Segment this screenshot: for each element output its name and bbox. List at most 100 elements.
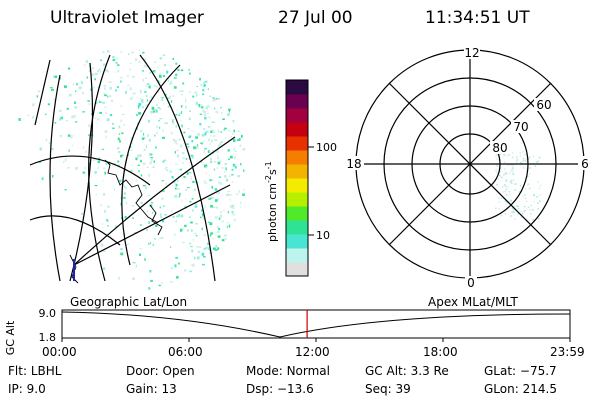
polar-speckle xyxy=(510,169,513,172)
polar-speckle xyxy=(538,156,541,159)
speckle xyxy=(129,145,132,149)
speckle xyxy=(204,148,207,150)
speckle xyxy=(155,109,158,113)
colorbar-swatch xyxy=(286,178,308,193)
speckle xyxy=(138,103,142,106)
info-flt: Flt: LBHL xyxy=(8,364,62,378)
speckle xyxy=(193,148,197,150)
speckle xyxy=(201,227,203,231)
speckle xyxy=(190,154,193,157)
polar-speckle xyxy=(518,190,521,193)
speckle xyxy=(206,164,208,167)
speckle xyxy=(189,270,193,273)
speckle xyxy=(64,189,67,191)
speckle xyxy=(141,70,144,72)
speckle xyxy=(228,110,230,113)
speckle xyxy=(213,131,215,134)
speckle xyxy=(74,106,78,109)
speckle xyxy=(178,195,180,198)
polar-speckle xyxy=(504,190,506,193)
speckle xyxy=(228,108,231,111)
speckle xyxy=(171,176,174,179)
speckle xyxy=(87,134,90,136)
polar-speckle xyxy=(517,213,519,215)
speckle xyxy=(95,194,97,196)
speckle xyxy=(164,214,167,216)
speckle xyxy=(210,161,212,163)
speckle xyxy=(214,111,218,113)
speckle xyxy=(103,250,106,253)
speckle xyxy=(175,125,178,128)
timeline-x-tick-0600: 06:00 xyxy=(168,345,203,359)
speckle xyxy=(186,143,189,145)
speckle xyxy=(217,228,221,231)
speckle xyxy=(232,148,236,150)
speckle xyxy=(191,229,193,232)
polar-speckle xyxy=(496,172,498,174)
speckle xyxy=(172,120,174,123)
speckle xyxy=(178,262,180,265)
timeline-x-tick-1800: 18:00 xyxy=(423,345,458,359)
speckle xyxy=(192,239,195,241)
speckle xyxy=(135,157,138,161)
speckle xyxy=(103,92,105,94)
speckle xyxy=(81,213,83,215)
polar-speckle xyxy=(507,186,509,188)
speckle xyxy=(183,176,186,179)
polar-speckle xyxy=(529,173,531,175)
speckle xyxy=(68,93,72,97)
instrument-title: Ultraviolet Imager xyxy=(50,8,204,28)
speckle xyxy=(125,186,127,190)
speckle xyxy=(180,90,184,93)
speckle xyxy=(82,92,84,95)
speckle xyxy=(196,147,199,149)
polar-speckle xyxy=(516,158,519,161)
speckle xyxy=(89,70,91,72)
speckle xyxy=(231,181,233,183)
speckle xyxy=(163,205,166,207)
speckle xyxy=(240,163,242,166)
speckle xyxy=(103,267,106,270)
lat-label-60: 60 xyxy=(536,98,551,112)
speckle xyxy=(84,167,87,169)
speckle xyxy=(193,181,196,183)
speckle xyxy=(125,91,127,94)
polar-speckle xyxy=(527,184,529,186)
speckle xyxy=(172,122,175,125)
speckle xyxy=(158,81,160,84)
speckle xyxy=(123,196,126,199)
speckle xyxy=(92,87,95,89)
speckle xyxy=(232,119,235,123)
speckle xyxy=(225,178,229,182)
speckle xyxy=(140,174,143,177)
speckle xyxy=(195,136,198,139)
speckle xyxy=(139,89,142,93)
speckle xyxy=(163,159,167,162)
speckle xyxy=(212,121,216,123)
coastline xyxy=(69,159,163,284)
speckle xyxy=(131,205,135,207)
speckle xyxy=(51,88,54,91)
speckle xyxy=(159,126,161,129)
speckle xyxy=(75,121,78,123)
speckle xyxy=(193,146,196,149)
mlt-label-18: 18 xyxy=(346,157,361,171)
speckle xyxy=(216,149,219,153)
info-glat: GLat: −75.7 xyxy=(484,364,557,378)
speckle xyxy=(194,232,197,235)
speckle xyxy=(45,138,48,142)
speckle xyxy=(208,138,210,142)
speckle xyxy=(72,144,74,147)
polar-speckle xyxy=(510,199,512,202)
speckle xyxy=(142,184,146,187)
speckle xyxy=(184,224,187,228)
speckle xyxy=(81,82,83,84)
speckle xyxy=(204,164,207,168)
speckle xyxy=(68,67,71,70)
speckle xyxy=(45,113,47,116)
speckle xyxy=(197,133,198,136)
speckle xyxy=(202,256,206,258)
speckle xyxy=(161,180,165,182)
speckle xyxy=(175,183,178,187)
speckle xyxy=(161,236,164,240)
